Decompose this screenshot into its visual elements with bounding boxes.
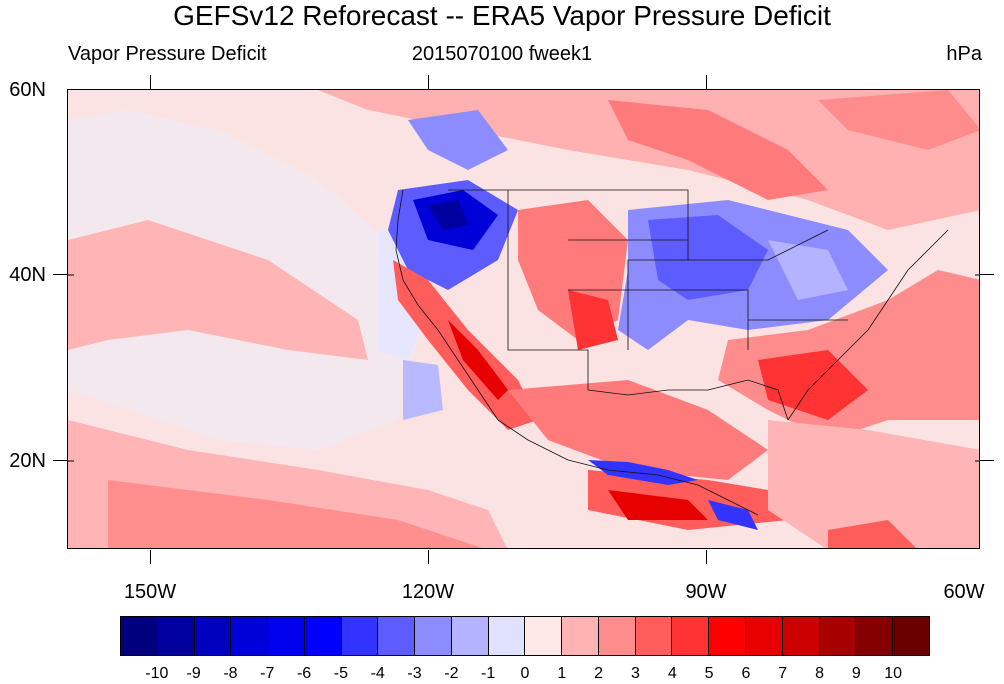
variable-label: Vapor Pressure Deficit: [68, 43, 267, 65]
tick-right-40n: [980, 274, 994, 275]
colorbar-box: [378, 617, 416, 655]
colorbar-label: 0: [520, 665, 530, 682]
colorbar-label: 1: [557, 665, 567, 682]
colorbar-box: [341, 617, 379, 655]
tick-40n: [53, 274, 67, 275]
colorbar-box: [856, 617, 894, 655]
colorbar-box: [525, 617, 563, 655]
colorbar-label: -5: [333, 665, 349, 682]
lon-label-150w: 150W: [123, 581, 177, 603]
colorbar-box: [268, 617, 305, 655]
colorbar-label: -3: [407, 665, 422, 682]
lon-label-60w: 60W: [943, 581, 985, 603]
tick-120w: [428, 550, 429, 564]
colorbar-box: [121, 617, 158, 655]
colorbar-box: [893, 617, 929, 655]
colorbar-label: -8: [223, 665, 238, 682]
colorbar-box: [304, 617, 342, 655]
colorbar-label: 10: [884, 665, 903, 682]
lat-label-60n: 60N: [9, 79, 46, 101]
colorbar-box: [415, 617, 452, 655]
lon-label-120w: 120W: [401, 581, 455, 603]
tick-150w: [150, 550, 151, 564]
colorbar-label: 8: [815, 665, 824, 682]
colorbar-box: [635, 617, 673, 655]
tick-right-20n: [980, 460, 994, 461]
colorbar-label: -4: [370, 665, 385, 682]
colorbar-label: -2: [444, 665, 459, 682]
colorbar-box: [451, 617, 489, 655]
map-title: GEFSv12 Reforecast -- ERA5 Vapor Pressur…: [173, 0, 831, 31]
colorbar-box: [598, 617, 636, 655]
colorbar-box: [709, 617, 747, 655]
lon-label-90w: 90W: [685, 581, 727, 603]
units-label: hPa: [946, 43, 982, 65]
colorbar-label: -7: [260, 665, 275, 682]
colorbar-box: [157, 617, 195, 655]
tick-90w: [706, 550, 707, 564]
colorbar-label: 3: [631, 665, 640, 682]
colorbar-label: -6: [296, 665, 312, 682]
tick-top-90w: [706, 75, 707, 89]
colorbar-box: [194, 617, 232, 655]
colorbar-box: [672, 617, 710, 655]
map-panel: [67, 89, 980, 549]
colorbar-box: [746, 617, 783, 655]
colorbar-box: [488, 617, 526, 655]
colorbar-label: 4: [667, 665, 677, 682]
colorbar-label: 5: [704, 665, 714, 682]
tick-top-150w: [150, 75, 151, 89]
colorbar-label: -10: [145, 665, 169, 682]
colorbar-box: [562, 617, 599, 655]
colorbar-box: [782, 617, 820, 655]
lat-label-20n: 20N: [9, 450, 46, 472]
tick-20n: [53, 460, 67, 461]
lat-label-40n: 40N: [9, 264, 46, 286]
colorbar-label: 9: [851, 665, 861, 682]
colorbar-label: -1: [481, 665, 496, 682]
date-label: 2015070100 fweek1: [411, 43, 593, 65]
colorbar-label: 7: [778, 665, 788, 682]
colorbar-label: 6: [741, 665, 751, 682]
colorbar: [120, 616, 930, 656]
colorbar-box: [819, 617, 857, 655]
vpd-field: [68, 90, 979, 548]
colorbar-label: 2: [594, 665, 604, 682]
colorbar-box: [231, 617, 269, 655]
tick-top-120w: [428, 75, 429, 89]
colorbar-label: -9: [186, 665, 201, 682]
